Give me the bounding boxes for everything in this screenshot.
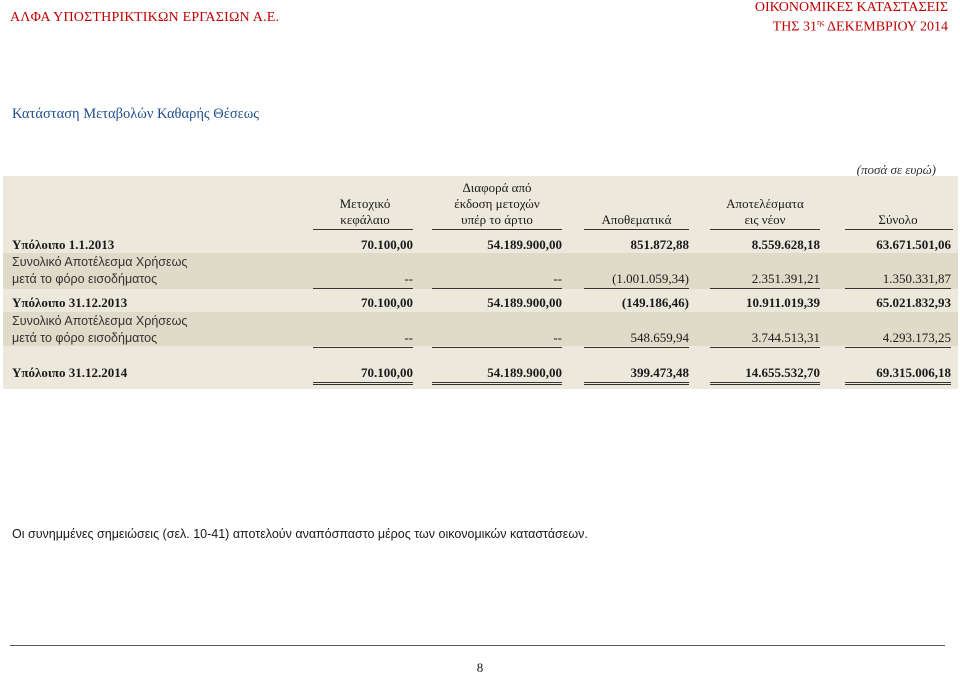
table-stripe (3, 253, 958, 289)
header-underline (584, 229, 689, 230)
footnote: Οι συνημμένες σημειώσεις (σελ. 10-41) απ… (12, 527, 588, 541)
footer-rule (10, 645, 945, 646)
cell-retained: 3.744.513,31 (710, 330, 820, 348)
col-header-line: Διαφορά από (462, 180, 532, 195)
report-date: ΤΗΣ 31ης ΔΕΚΕΜΒΡΙΟΥ 2014 (773, 15, 948, 35)
col-header-reserves: Αποθεματικά (584, 212, 689, 228)
header-underline (710, 229, 820, 230)
row-label: Υπόλοιπο 31.12.2014 (12, 365, 128, 380)
cell-total: 63.671.501,06 (876, 237, 951, 252)
row-label-line: μετά το φόρο εισοδήματος (12, 272, 158, 286)
cell-reserves: 399.473,48 (584, 365, 689, 385)
cell-share-capital: -- (313, 271, 413, 289)
company-name: ΑΛΦΑ ΥΠΟΣΤΗΡΙΚΤΙΚΩΝ ΕΡΓΑΣΙΩΝ Α.Ε. (10, 10, 280, 25)
row-label: Συνολικό Αποτέλεσμα Χρήσεως μετά το φόρο… (12, 254, 187, 288)
report-date-sup: ης (816, 18, 825, 27)
row-label: Υπόλοιπο 31.12.2013 (12, 295, 128, 310)
cell-retained: 2.351.391,21 (710, 271, 820, 289)
cell-reserves: (1.001.059,34) (584, 271, 689, 289)
cell-retained: 10.911.019,39 (745, 295, 820, 310)
row-label: Υπόλοιπο 1.1.2013 (12, 237, 115, 252)
report-date-suffix: ΔΕΚΕΜΒΡΙΟΥ 2014 (824, 19, 948, 35)
cell-share-capital: -- (313, 330, 413, 348)
cell-reserves: 548.659,94 (584, 330, 689, 348)
row-label-line: Συνολικό Αποτέλεσμα Χρήσεως (12, 255, 188, 269)
col-header-line: έκδοση μετοχών (454, 196, 540, 211)
currency-note: (ποσά σε ευρώ) (856, 162, 936, 177)
header-underline (313, 229, 413, 230)
col-header-line: Σύνολο (878, 212, 918, 227)
col-header-retained: Αποτελέσματα εις νέον (710, 196, 820, 228)
row-label: Συνολικό Αποτέλεσμα Χρήσεως μετά το φόρο… (12, 313, 187, 347)
cell-total: 65.021.832,93 (876, 295, 951, 310)
table-stripe (3, 312, 958, 346)
cell-share-premium: 54.189.900,00 (432, 365, 562, 385)
cell-reserves: (149.186,46) (621, 295, 689, 310)
page-title: Κατάσταση Μεταβολών Καθαρής Θέσεως (12, 106, 260, 122)
cell-share-capital: 70.100,00 (313, 365, 413, 385)
col-header-share-premium: Διαφορά από έκδοση μετοχών υπέρ το άρτιο (432, 180, 562, 228)
col-header-total: Σύνολο (848, 212, 948, 228)
cell-reserves: 851.872,88 (630, 237, 690, 252)
col-header-line: υπέρ το άρτιο (461, 212, 533, 227)
report-title: ΟΙΚΟΝΟΜΙΚΕΣ ΚΑΤΑΣΤΑΣΕΙΣ (754, 0, 948, 15)
col-header-line: Αποτελέσματα (726, 196, 804, 211)
cell-total: 4.293.173,25 (845, 330, 951, 348)
row-label-line: Συνολικό Αποτέλεσμα Χρήσεως (12, 314, 188, 328)
cell-total: 69.315.006,18 (845, 365, 951, 385)
col-header-line: κεφάλαιο (340, 212, 390, 227)
cell-share-premium: -- (432, 271, 562, 289)
row-label-line: μετά το φόρο εισοδήματος (12, 331, 158, 345)
cell-share-capital: 70.100,00 (361, 295, 413, 310)
cell-share-capital: 70.100,00 (361, 237, 413, 252)
cell-share-premium: 54.189.900,00 (487, 295, 562, 310)
cell-total: 1.350.331,87 (845, 271, 951, 289)
col-header-line: Αποθεματικά (601, 212, 672, 227)
cell-share-premium: 54.189.900,00 (487, 237, 562, 252)
page-number: 8 (476, 660, 484, 675)
report-date-prefix: ΤΗΣ 31 (772, 19, 817, 35)
col-header-line: Μετοχικό (339, 196, 391, 211)
cell-share-premium: -- (432, 330, 562, 348)
header-underline (432, 229, 562, 230)
header-underline (845, 229, 953, 230)
cell-retained: 14.655.532,70 (710, 365, 820, 385)
cell-retained: 8.559.628,18 (751, 237, 820, 252)
col-header-share-capital: Μετοχικό κεφάλαιο (320, 196, 410, 228)
col-header-line: εις νέον (744, 212, 786, 227)
